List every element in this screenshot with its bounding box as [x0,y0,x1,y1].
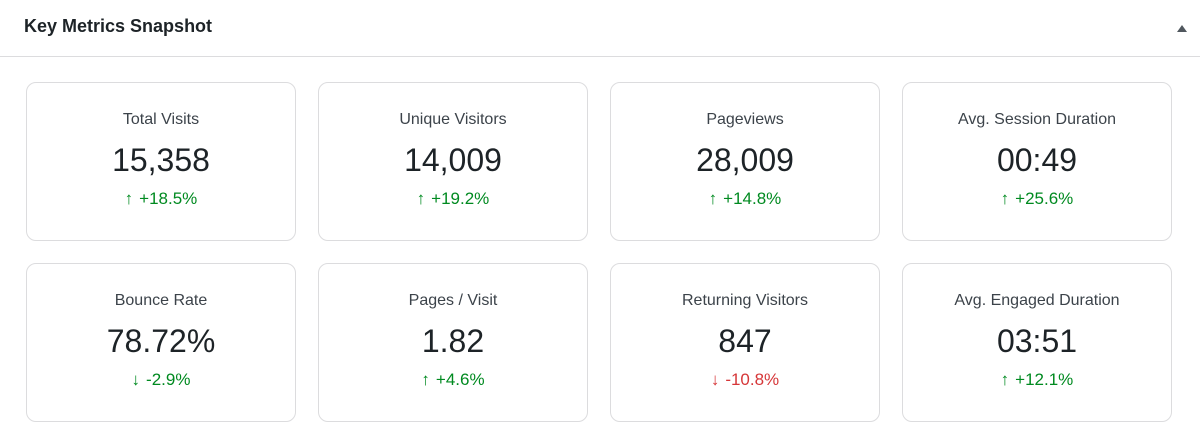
metric-card: Returning Visitors 847 ↓ -10.8% [610,263,880,422]
widget-title: Key Metrics Snapshot [24,16,213,36]
metric-value: 03:51 [996,323,1078,359]
trend-arrow: ↑ [708,189,718,208]
metric-card: Total Visits 15,358 ↑ +18.5% [26,82,296,241]
widget-header: Key Metrics Snapshot [0,0,1200,57]
toggle-icon [1177,25,1187,32]
change-value: -10.8% [725,370,780,389]
change-value: +18.5% [139,189,198,208]
trend-arrow: ↓ [710,370,720,389]
metric-change: ↓ -2.9% [27,369,295,391]
metric-label: Avg. Session Duration [957,111,1116,128]
metrics-grid: Total Visits 15,358 ↑ +18.5% Unique Visitors… [0,57,1200,422]
metric-value: 847 [718,323,772,359]
metric-card: Avg. Session Duration 00:49 ↑ +25.6% [902,82,1172,241]
collapse-toggle[interactable] [1174,20,1190,36]
metric-change: ↓ -10.8% [611,369,879,391]
metric-value: 14,009 [404,142,502,178]
metric-change: ↑ +12.1% [903,369,1171,391]
metric-label: Avg. Engaged Duration [954,292,1120,309]
trend-arrow: ↑ [416,189,426,208]
metric-card: Pageviews 28,009 ↑ +14.8% [610,82,880,241]
metric-value: 28,009 [696,142,794,178]
metric-label: Pages / Visit [408,292,498,309]
trend-arrow: ↑ [124,189,134,208]
change-value: -2.9% [146,370,191,389]
metric-value: 78.72% [106,323,216,359]
metric-value: 00:49 [996,142,1078,178]
trend-arrow: ↑ [421,370,430,389]
change-value: +4.6% [435,370,485,389]
change-value: +19.2% [431,189,490,208]
metric-label: Returning Visitors [682,292,808,309]
metric-label: Unique Visitors [399,111,507,128]
metric-card: Bounce Rate 78.72% ↓ -2.9% [26,263,296,422]
metric-card: Unique Visitors 14,009 ↑ +19.2% [318,82,588,241]
metric-value: 15,358 [112,142,210,178]
change-value: +14.8% [723,189,782,208]
metric-label: Pageviews [706,111,784,128]
change-value: +25.6% [1015,189,1074,208]
metric-label: Total Visits [122,111,200,128]
metric-change: ↑ +19.2% [319,188,587,210]
trend-arrow: ↓ [131,370,141,389]
metric-card: Avg. Engaged Duration 03:51 ↑ +12.1% [902,263,1172,422]
metric-change: ↑ +14.8% [611,188,879,210]
metric-change: ↑ +4.6% [319,369,587,391]
change-value: +12.1% [1015,370,1074,389]
trend-arrow: ↑ [1000,370,1010,389]
metric-value: 1.82 [421,323,485,359]
metric-change: ↑ +18.5% [27,188,295,210]
metric-card: Pages / Visit 1.82 ↑ +4.6% [318,263,588,422]
trend-arrow: ↑ [1000,189,1010,208]
metric-label: Bounce Rate [114,292,208,309]
metric-change: ↑ +25.6% [903,188,1171,210]
